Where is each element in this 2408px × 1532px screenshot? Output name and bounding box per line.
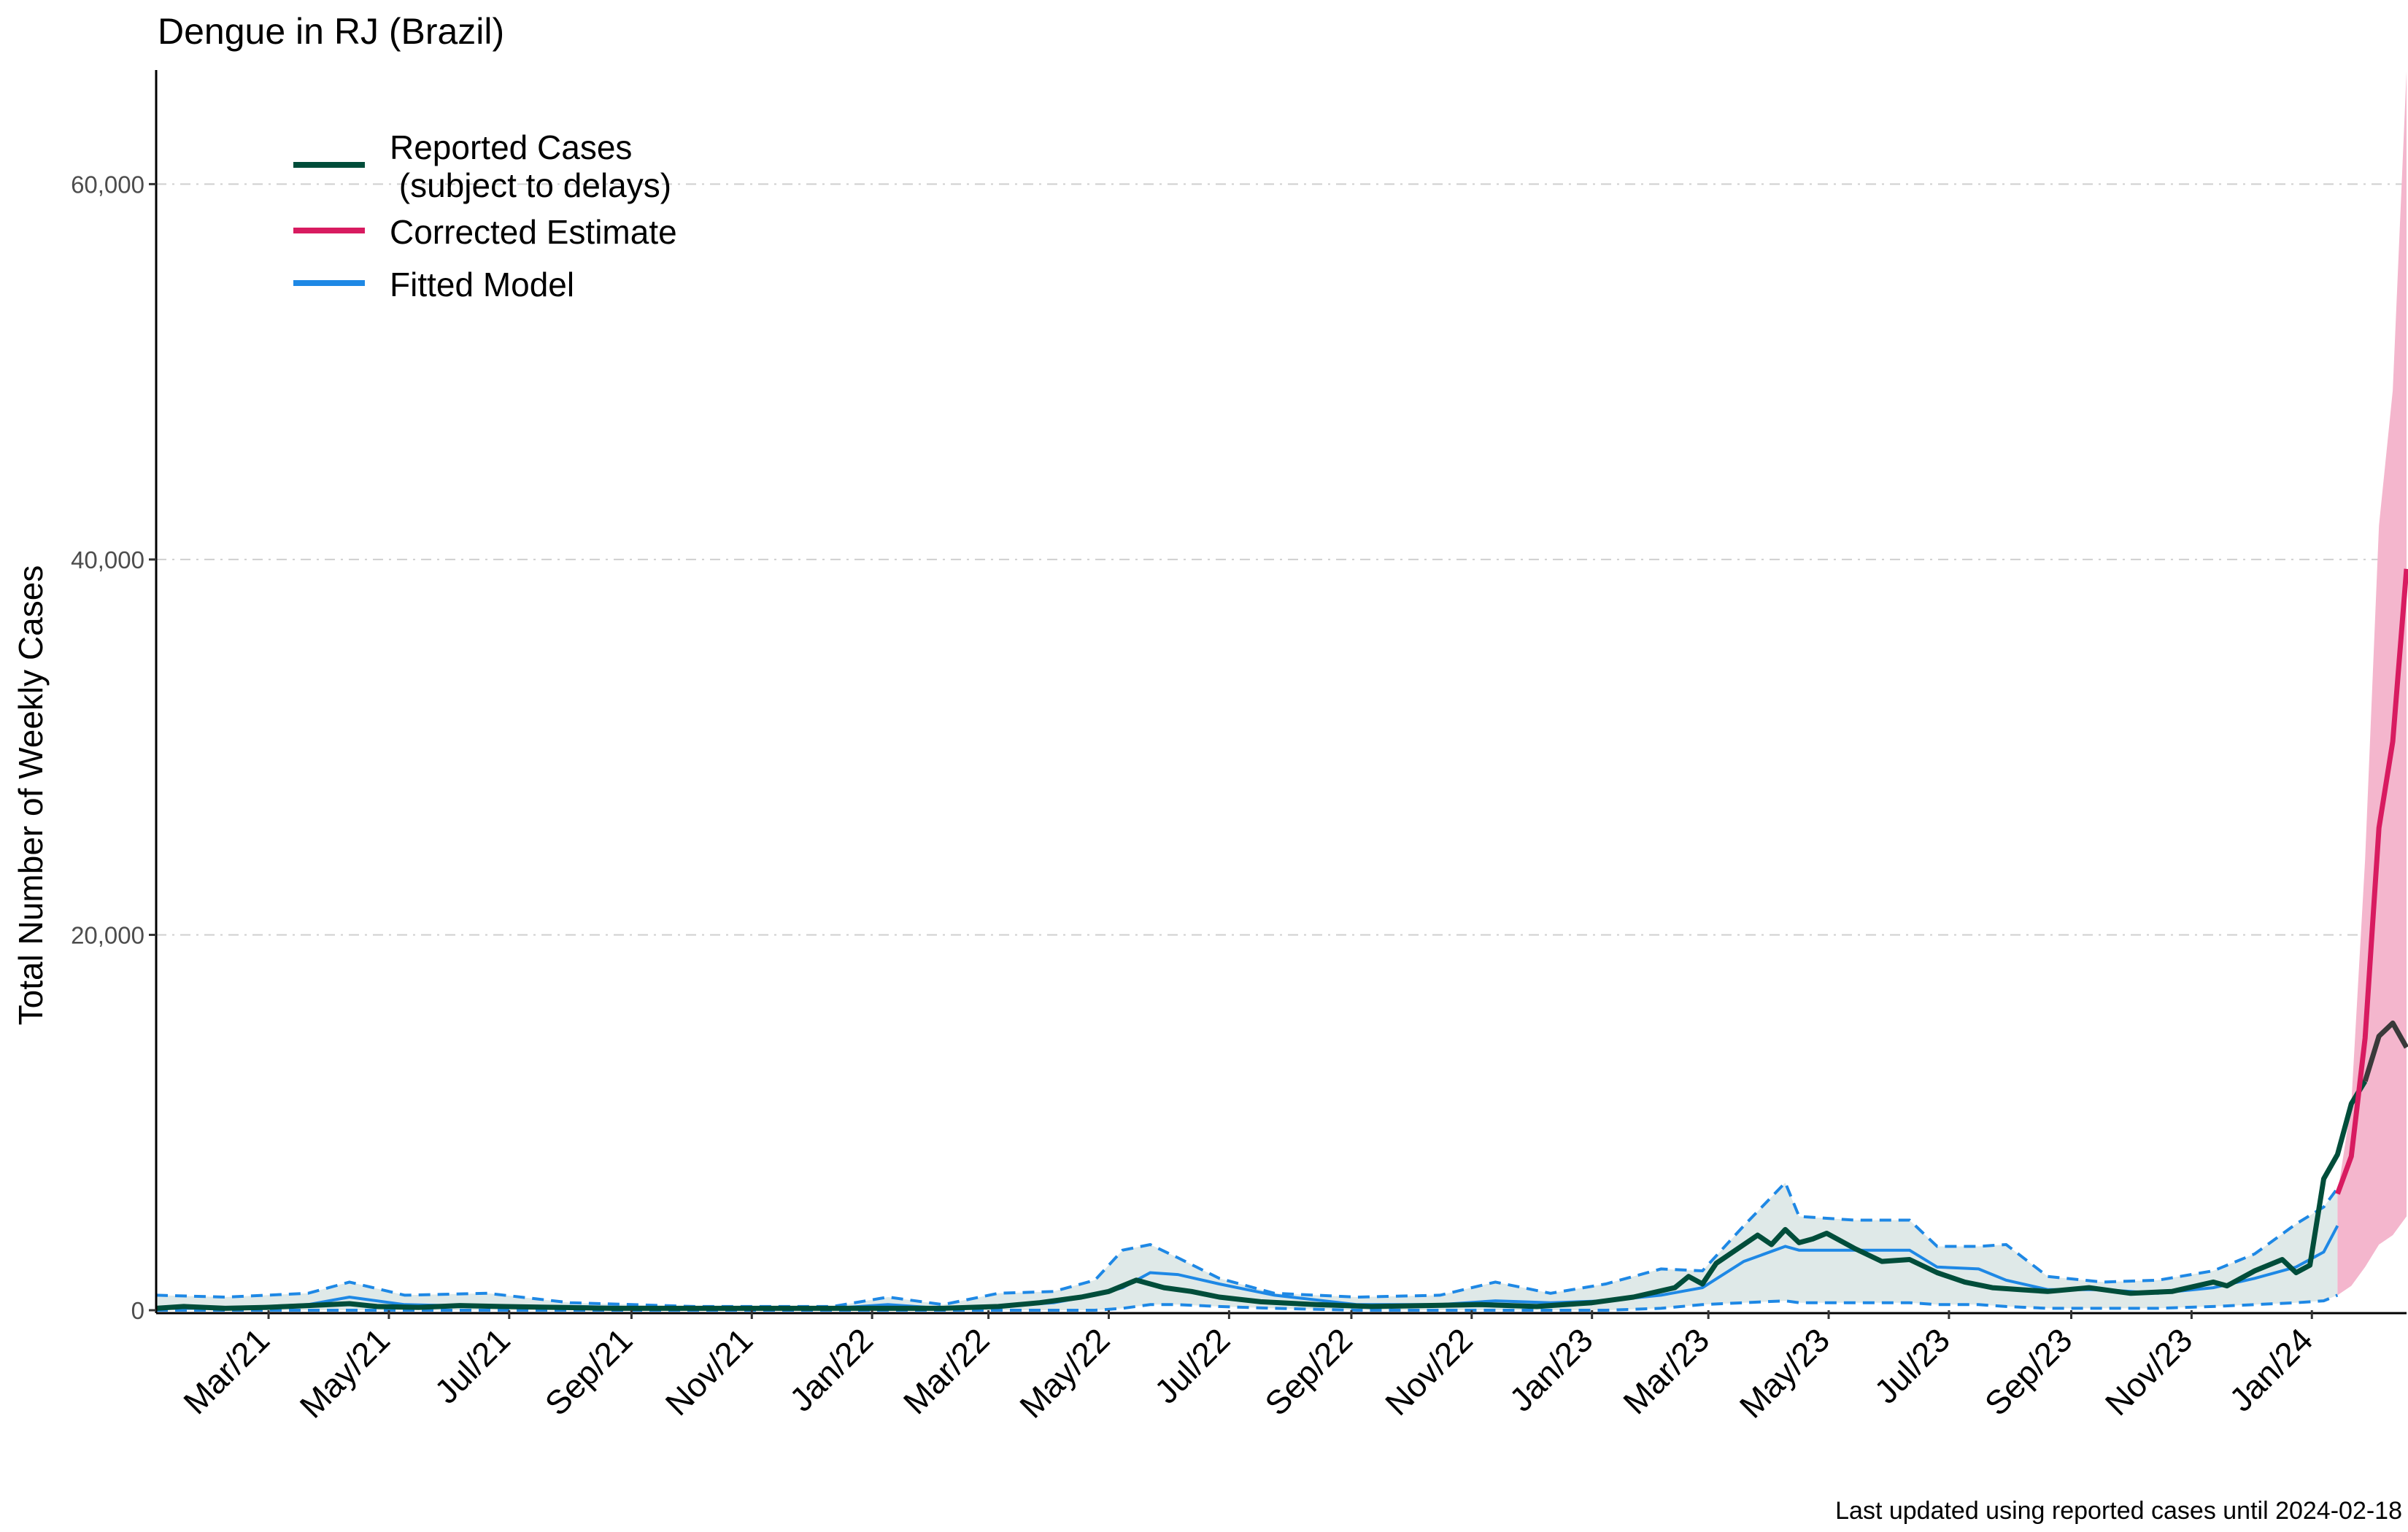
x-tick-label: May/21 — [293, 1320, 397, 1425]
reported-cases-delayed-line — [2362, 1020, 2408, 1083]
y-tick-label: 20,000 — [71, 921, 144, 948]
x-axis-ticks: Mar/21 May/21 Jul/21 Sep/21 Nov/21 Jan/22 Mar/… — [176, 1310, 2320, 1425]
series-lines — [155, 568, 2408, 1312]
corrected-estimate-line — [2335, 568, 2408, 1195]
gridlines — [156, 183, 2407, 936]
x-tick-label: Jan/24 — [2222, 1320, 2320, 1418]
x-tick-label: Nov/22 — [1378, 1320, 1480, 1423]
legend-label: Reported Cases (subject to delays) — [390, 128, 671, 204]
x-tick-label: Jan/23 — [1502, 1320, 1599, 1418]
x-tick-label: Mar/21 — [176, 1320, 277, 1421]
corrected-estimate-band — [2337, 71, 2407, 1296]
reported-cases-line — [155, 1080, 2368, 1311]
x-tick-label: Sep/23 — [1977, 1320, 2080, 1423]
x-tick-label: Sep/21 — [538, 1320, 640, 1423]
y-axis-ticks: 0 20,000 40,000 60,000 — [71, 171, 156, 1324]
y-axis-label: Total Number of Weekly Cases — [12, 565, 50, 1026]
y-tick-label: 40,000 — [71, 546, 144, 573]
x-tick-label: Jul/22 — [1147, 1320, 1238, 1411]
interval-bands — [156, 71, 2407, 1310]
x-tick-label: Nov/21 — [658, 1320, 760, 1423]
x-tick-label: Mar/23 — [1616, 1320, 1716, 1421]
x-tick-label: Jul/23 — [1867, 1320, 1957, 1411]
x-tick-label: Nov/23 — [2098, 1320, 2200, 1423]
legend-label: Fitted Model — [390, 266, 574, 303]
y-tick-label: 0 — [131, 1297, 144, 1324]
y-tick-label: 60,000 — [71, 171, 144, 198]
x-tick-label: Sep/22 — [1257, 1320, 1359, 1423]
x-tick-label: May/23 — [1732, 1320, 1837, 1425]
x-tick-label: May/22 — [1012, 1320, 1116, 1425]
chart-title: Dengue in RJ (Brazil) — [158, 11, 504, 52]
fitted-model-band — [156, 1183, 2338, 1310]
x-tick-label: Jan/22 — [782, 1320, 880, 1418]
x-tick-label: Jul/21 — [427, 1320, 517, 1411]
x-tick-label: Mar/22 — [896, 1320, 997, 1421]
legend: Reported Cases (subject to delays) Correc… — [293, 128, 677, 303]
caption: Last updated using reported cases until … — [1835, 1497, 2402, 1525]
axes — [155, 70, 2407, 1315]
legend-label: Corrected Estimate — [390, 213, 677, 251]
